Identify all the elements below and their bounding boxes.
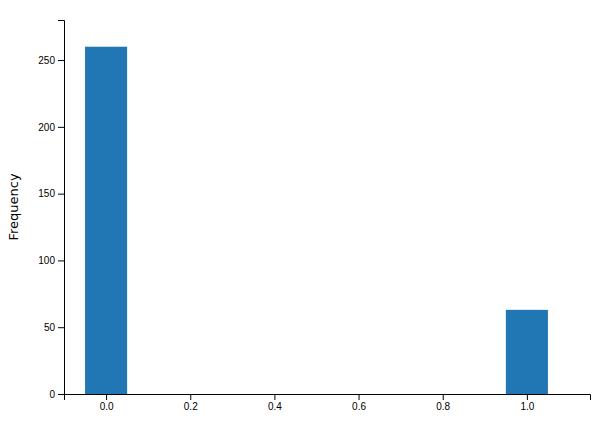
bar bbox=[127, 394, 506, 395]
plot: 0.0 0.2 0.4 0.6 0.8 1.0 0 50 100 150 200 250 bbox=[38, 21, 590, 413]
y-tick-mark bbox=[58, 327, 64, 328]
y-axis-title: Frequency bbox=[6, 173, 21, 240]
y-tick: 50 bbox=[44, 322, 64, 333]
bar bbox=[85, 47, 127, 394]
x-tick-mark bbox=[274, 394, 275, 400]
bar bbox=[506, 310, 548, 394]
x-tick-label: 0.8 bbox=[436, 401, 450, 412]
y-tick-label: 50 bbox=[44, 322, 56, 333]
y-tick-label: 100 bbox=[38, 255, 55, 266]
y-tick: 100 bbox=[38, 255, 64, 266]
x-tick-mark bbox=[359, 394, 360, 400]
y-tick-mark bbox=[58, 394, 64, 395]
x-tick-label: 0.6 bbox=[352, 401, 366, 412]
y-tick: 250 bbox=[38, 55, 64, 66]
y-tick-mark bbox=[58, 260, 64, 261]
y-axis: 0 50 100 150 200 250 bbox=[38, 21, 64, 400]
y-tick-label: 200 bbox=[38, 122, 55, 133]
x-tick-mark bbox=[527, 394, 528, 400]
y-tick-label: 0 bbox=[49, 389, 55, 400]
bars bbox=[85, 47, 548, 394]
y-tick: 150 bbox=[38, 188, 64, 199]
x-tick-mark bbox=[443, 394, 444, 400]
x-tick: 0.2 bbox=[184, 394, 198, 412]
y-tick: 200 bbox=[38, 122, 64, 133]
x-tick: 1.0 bbox=[520, 394, 534, 412]
y-tick-label: 250 bbox=[38, 55, 55, 66]
x-tick-mark bbox=[106, 394, 107, 400]
y-tick-mark bbox=[58, 60, 64, 61]
y-tick: 0 bbox=[49, 389, 64, 400]
x-tick-label: 0.2 bbox=[184, 401, 198, 412]
y-axis-line bbox=[58, 21, 65, 395]
x-axis-line bbox=[65, 395, 591, 401]
x-tick: 0.6 bbox=[352, 394, 366, 412]
x-tick-label: 0.4 bbox=[268, 401, 282, 412]
y-tick-mark bbox=[58, 127, 64, 128]
x-tick-label: 0.0 bbox=[100, 401, 114, 412]
chart: 0.0 0.2 0.4 0.6 0.8 1.0 0 50 100 150 200 250 Frequen… bbox=[0, 0, 614, 434]
y-tick-mark bbox=[58, 194, 64, 195]
x-tick: 0.8 bbox=[436, 394, 450, 412]
y-tick-label: 150 bbox=[38, 188, 55, 199]
x-tick-mark bbox=[190, 394, 191, 400]
x-tick-label: 1.0 bbox=[520, 401, 534, 412]
x-tick: 0.0 bbox=[100, 394, 114, 412]
x-tick: 0.4 bbox=[268, 394, 282, 412]
x-axis: 0.0 0.2 0.4 0.6 0.8 1.0 bbox=[65, 394, 591, 412]
